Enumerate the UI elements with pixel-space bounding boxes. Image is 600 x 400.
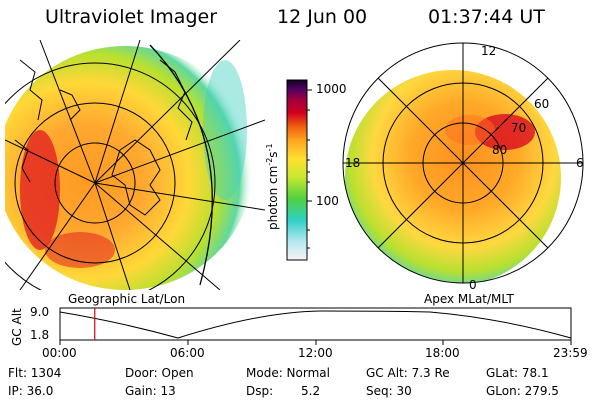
stat-glat: GLat: 78.1 <box>486 366 549 380</box>
stat-door: Door: Open <box>125 366 194 380</box>
geographic-caption: Geographic Lat/Lon <box>68 292 186 306</box>
observation-time: 01:37:44 UT <box>428 6 545 28</box>
app-title: Ultraviolet Imager <box>45 6 218 28</box>
mlt-label-6: 6 <box>576 156 584 170</box>
mlt-label-18: 18 <box>345 156 361 170</box>
altitude-ytick-min: 1.8 <box>30 328 50 342</box>
stat-dsp-value: 5.2 <box>301 384 321 398</box>
mlt-label-0: 0 <box>469 278 477 292</box>
mlat-label-70: 70 <box>511 121 527 135</box>
altitude-xtick-0: 00:00 <box>42 346 77 360</box>
altitude-xtick-1: 06:00 <box>170 346 205 360</box>
colorbar-ticks <box>307 89 312 249</box>
stat-glon: GLon: 279.5 <box>486 384 559 398</box>
altitude-ylabel: GC Alt <box>10 308 24 346</box>
stat-gc-alt: GC Alt: 7.3 Re <box>366 366 450 380</box>
observation-date: 12 Jun 00 <box>277 6 368 28</box>
altitude-xtick-2: 12:00 <box>298 346 333 360</box>
colorbar-unit-label: photon cm-2s-1 <box>265 143 280 230</box>
mlt-label-12: 12 <box>481 44 497 58</box>
stat-mode: Mode: Normal <box>246 366 330 380</box>
stat-flight: Flt: 1304 <box>8 366 62 380</box>
stat-seq: Seq: 30 <box>366 384 412 398</box>
mlat-label-80: 80 <box>492 143 508 157</box>
altitude-ytick-max: 9.0 <box>30 305 50 319</box>
colorbar-tick-1000: 1000 <box>316 82 347 96</box>
stat-ip: IP: 36.0 <box>8 384 54 398</box>
apex-caption: Apex MLat/MLT <box>424 292 514 306</box>
colorbar-tick-100: 100 <box>316 194 339 208</box>
colorbar <box>286 79 308 261</box>
polar-image <box>342 42 584 284</box>
altitude-plot <box>59 307 572 345</box>
geographic-image <box>5 40 265 290</box>
altitude-xtick-3: 18:00 <box>425 346 460 360</box>
stat-gain: Gain: 13 <box>125 384 176 398</box>
mlat-label-60: 60 <box>534 97 550 111</box>
altitude-xtick-4: 23:59 <box>553 346 588 360</box>
stat-dsp: Dsp: <box>246 384 274 398</box>
